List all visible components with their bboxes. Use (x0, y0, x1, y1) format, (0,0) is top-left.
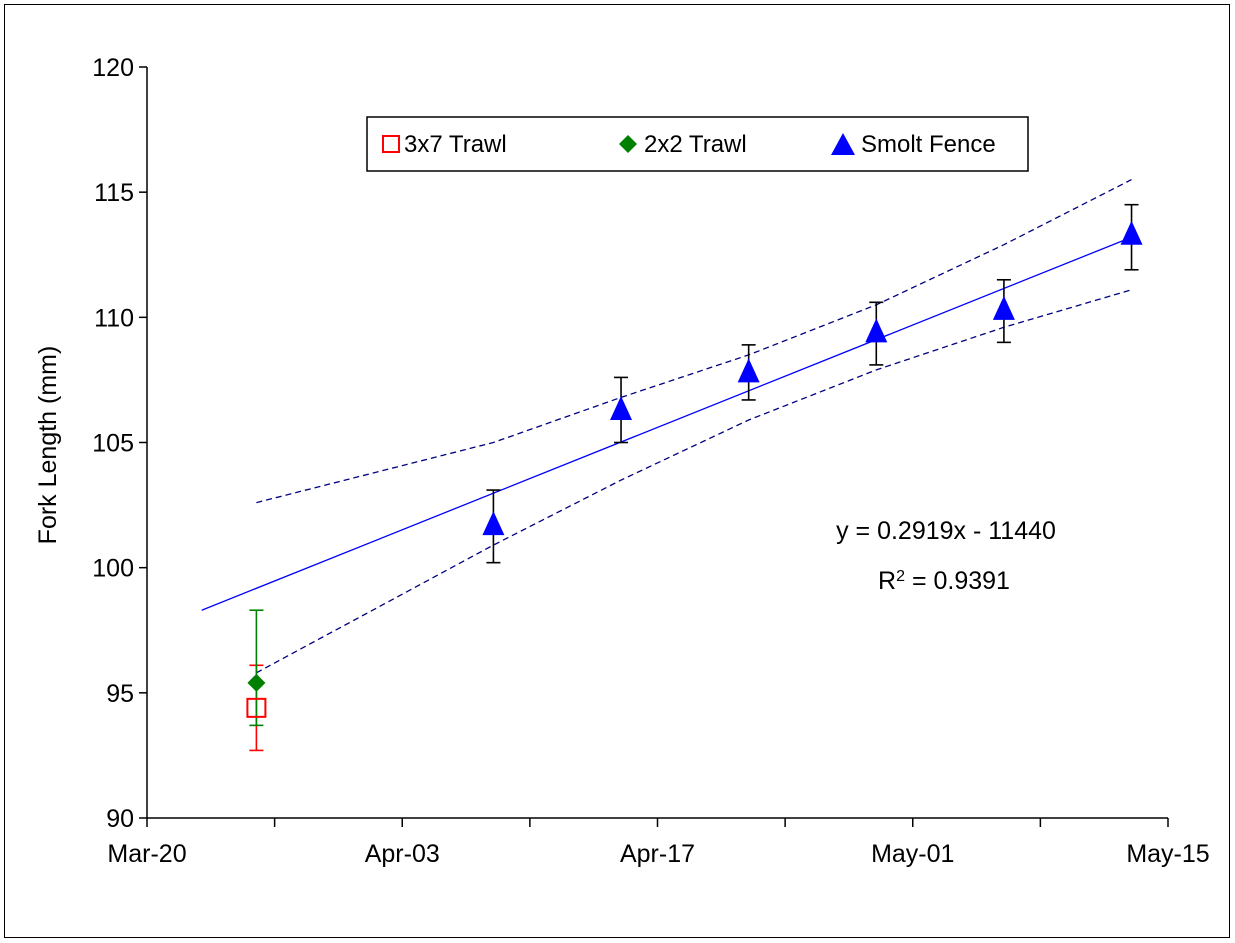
data-points (246, 203, 1143, 752)
y-tick-label: 120 (92, 54, 134, 82)
point-smolt-fence (737, 358, 760, 383)
legend-marker-3x7-trawl (382, 135, 400, 153)
point-smolt-fence (865, 318, 888, 343)
point-2x2-trawl (247, 673, 266, 692)
y-axis-label: Fork Length (mm) (34, 346, 62, 545)
legend-marker-2x2-trawl (619, 135, 637, 153)
y-tick-label: 90 (106, 805, 134, 833)
trendline-line (201, 236, 1132, 611)
legend-label-3x7-trawl: 3x7 Trawl (404, 131, 507, 158)
y-tick-label: 110 (94, 304, 134, 332)
confidence-upper-line (256, 179, 1132, 504)
axes: 90 95 100 105 110 115 120 Mar-20 Apr-03 Apr-17 May… (92, 54, 1209, 868)
legend-label-smolt-fence: Smolt Fence (861, 131, 996, 158)
point-smolt-fence (610, 395, 633, 420)
legend-box (366, 116, 1029, 172)
x-tick-label: Apr-03 (365, 840, 440, 868)
point-3x7-trawl (246, 697, 267, 718)
y-tick-label: 105 (92, 430, 134, 458)
x-tick-label: May-15 (1126, 840, 1209, 868)
x-tick-label: May-01 (871, 840, 954, 868)
trendline (201, 236, 1132, 611)
point-smolt-fence (992, 295, 1015, 320)
confidence-band (256, 179, 1132, 674)
x-tick-label: Apr-17 (620, 840, 695, 868)
r-squared: R2 = 0.9391 (878, 567, 1010, 595)
legend-marker-smolt-fence (831, 133, 855, 155)
y-tick-label: 95 (106, 680, 134, 708)
legend: 3x7 Trawl 2x2 Trawl Smolt Fence (366, 116, 1029, 172)
trawl-2x2-error-bar (249, 609, 264, 727)
point-smolt-fence (1120, 220, 1143, 245)
trend-equation: y = 0.2919x - 11440 (836, 517, 1056, 545)
y-tick-label: 115 (94, 179, 134, 207)
x-tick-label: Mar-20 (107, 840, 186, 868)
point-smolt-fence (482, 511, 505, 536)
confidence-lower-line (256, 289, 1132, 674)
y-tick-label: 100 (92, 555, 134, 583)
legend-label-2x2-trawl: 2x2 Trawl (644, 131, 747, 158)
